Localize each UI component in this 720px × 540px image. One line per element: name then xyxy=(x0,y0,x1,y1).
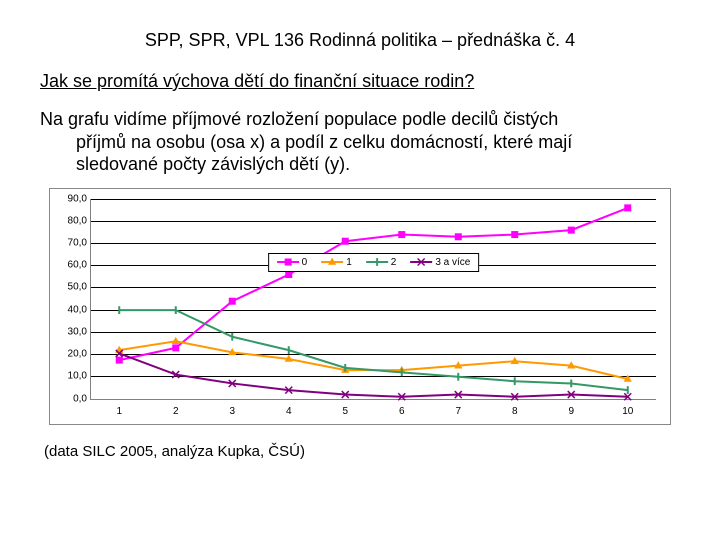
legend-label: 2 xyxy=(391,257,397,268)
legend-item: 1 xyxy=(321,257,352,268)
legend-label: 1 xyxy=(346,257,352,268)
x-tick-label: 3 xyxy=(229,406,235,417)
series-line xyxy=(119,353,628,396)
desc-line-2: příjmů na osobu (osa x) a podíl z celku … xyxy=(76,131,680,154)
y-tick-label: 30,0 xyxy=(55,326,87,337)
legend-marker-icon xyxy=(366,257,388,267)
x-tick-label: 9 xyxy=(568,406,574,417)
y-tick-label: 0,0 xyxy=(55,393,87,404)
chart-svg xyxy=(91,199,656,399)
x-tick-label: 5 xyxy=(342,406,348,417)
y-tick-label: 70,0 xyxy=(55,237,87,248)
chart-description: Na grafu vidíme příjmové rozložení popul… xyxy=(40,108,680,176)
series-marker xyxy=(172,336,180,343)
y-tick-label: 60,0 xyxy=(55,260,87,271)
legend-marker-icon xyxy=(277,257,299,267)
income-distribution-chart: 0,0 10,0 20,0 30,0 40,0 50,0 60,0 70,0 80,0 90,0 1… xyxy=(49,188,671,425)
section-subtitle: Jak se promítá výchova dětí do finanční … xyxy=(40,71,680,92)
legend-label: 3 a více xyxy=(435,257,470,268)
series-marker xyxy=(568,226,575,233)
legend-marker-icon xyxy=(321,257,343,267)
series-marker xyxy=(398,231,405,238)
series-marker xyxy=(342,237,349,244)
data-source-note: (data SILC 2005, analýza Kupka, ČSÚ) xyxy=(44,443,680,460)
chart-legend: 0 1 2 3 a více xyxy=(268,253,480,272)
legend-item: 2 xyxy=(366,257,397,268)
x-tick-label: 1 xyxy=(116,406,122,417)
y-tick-label: 50,0 xyxy=(55,282,87,293)
x-tick-label: 7 xyxy=(455,406,461,417)
legend-marker-icon xyxy=(410,257,432,267)
legend-item: 3 a více xyxy=(410,257,470,268)
y-tick-label: 10,0 xyxy=(55,371,87,382)
series-marker xyxy=(455,233,462,240)
series-marker xyxy=(511,356,519,363)
y-tick-label: 90,0 xyxy=(55,193,87,204)
x-tick-label: 8 xyxy=(512,406,518,417)
series-marker xyxy=(624,204,631,211)
series-marker xyxy=(229,297,236,304)
x-tick-label: 6 xyxy=(399,406,405,417)
series-marker xyxy=(285,271,292,278)
series-line xyxy=(119,207,628,359)
series-marker xyxy=(116,356,123,363)
desc-line-1: Na grafu vidíme příjmové rozložení popul… xyxy=(40,109,558,129)
page-title: SPP, SPR, VPL 136 Rodinná politika – pře… xyxy=(40,30,680,51)
legend-item: 0 xyxy=(277,257,308,268)
series-marker xyxy=(172,344,179,351)
y-tick-label: 80,0 xyxy=(55,215,87,226)
x-tick-label: 4 xyxy=(286,406,292,417)
x-tick-label: 10 xyxy=(622,406,633,417)
legend-label: 0 xyxy=(302,257,308,268)
series-marker xyxy=(511,231,518,238)
y-tick-label: 20,0 xyxy=(55,349,87,360)
series-line xyxy=(119,341,628,379)
y-tick-label: 40,0 xyxy=(55,304,87,315)
x-tick-label: 2 xyxy=(173,406,179,417)
desc-line-3: sledované počty závislých dětí (y). xyxy=(76,153,680,176)
